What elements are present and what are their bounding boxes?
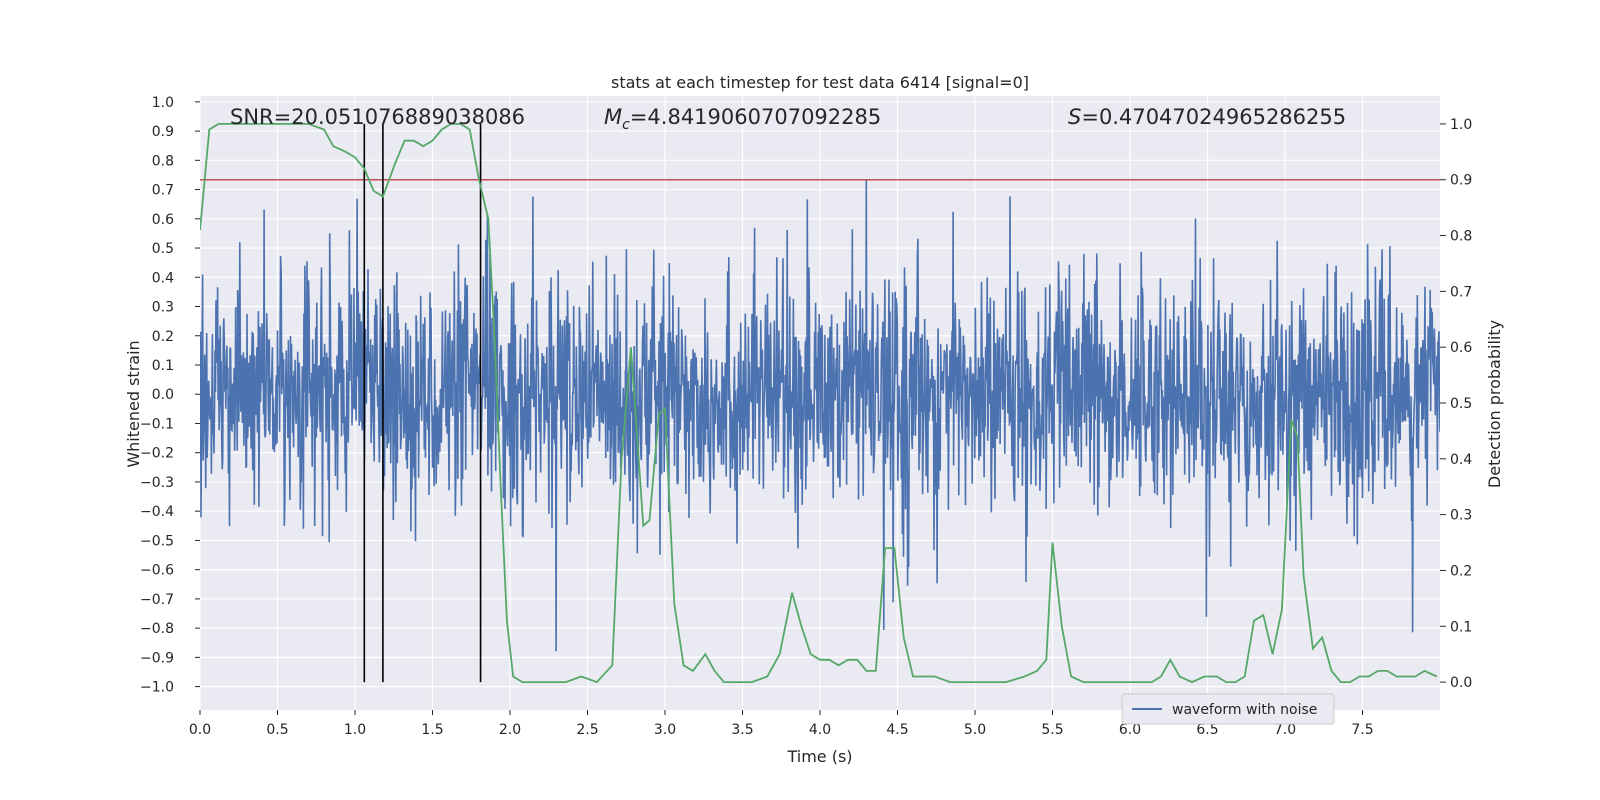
y-left-tick-label: −0.1 <box>140 416 174 432</box>
x-tick-label: 2.5 <box>576 722 598 738</box>
x-axis-label: Time (s) <box>786 747 852 766</box>
y-left-tick-label: −0.3 <box>140 475 174 491</box>
y-left-axis-ticks: −1.0 −0.9 −0.8 −0.7 −0.6 −0.5 −0.4 −0.3 −0.2 −0.1… <box>140 95 200 696</box>
y-right-tick-label: 0.9 <box>1450 173 1472 189</box>
x-tick-label: 2.0 <box>499 722 521 738</box>
y-left-tick-label: 0.9 <box>152 124 174 140</box>
y-left-axis-label: Whitened strain <box>124 340 143 467</box>
event-markers <box>363 123 482 683</box>
x-tick-label: 0.0 <box>189 722 211 738</box>
chirp-mass-subscript: c <box>622 117 630 133</box>
y-right-tick-label: 0.1 <box>1450 619 1472 635</box>
legend-box <box>1121 693 1335 725</box>
y-right-tick-label: 0.3 <box>1450 508 1472 524</box>
x-tick-label: 6.5 <box>1196 722 1218 738</box>
chirp-mass-annotation: Mc=4.8419060707092285 <box>604 105 881 133</box>
y-left-tick-label: −0.9 <box>140 650 174 666</box>
detection-probability-line <box>200 123 1438 684</box>
y-left-tick-label: 0.5 <box>152 241 174 257</box>
legend: waveform with noise <box>1121 693 1335 725</box>
y-left-tick-label: −0.6 <box>140 563 174 579</box>
waveform-series <box>200 179 1440 652</box>
y-left-tick-label: −0.2 <box>140 446 174 462</box>
y-right-axis-label: Detection probability <box>1485 320 1504 488</box>
y-left-tick-label: 0.0 <box>152 387 174 403</box>
y-right-tick-label: 0.4 <box>1450 452 1472 468</box>
y-left-tick-label: −0.8 <box>140 621 174 637</box>
y-left-tick-label: 0.7 <box>152 183 174 199</box>
x-tick-label: 5.0 <box>964 722 986 738</box>
x-tick-label: 3.5 <box>731 722 753 738</box>
chirp-mass-symbol: M <box>604 105 622 129</box>
x-tick-label: 7.0 <box>1274 722 1296 738</box>
y-right-tick-label: 0.0 <box>1450 675 1472 691</box>
y-left-tick-label: 0.4 <box>152 270 174 286</box>
x-tick-label: 4.5 <box>886 722 908 738</box>
y-left-tick-label: −0.7 <box>140 592 174 608</box>
y-left-tick-label: −1.0 <box>140 680 174 696</box>
x-tick-label: 1.0 <box>344 722 366 738</box>
x-tick-label: 5.5 <box>1041 722 1063 738</box>
y-left-tick-label: −0.5 <box>140 533 174 549</box>
x-tick-label: 1.5 <box>421 722 443 738</box>
y-right-tick-label: 0.8 <box>1450 229 1472 245</box>
y-left-tick-label: 0.8 <box>152 153 174 169</box>
y-left-tick-label: 0.3 <box>152 300 174 316</box>
y-right-tick-label: 0.5 <box>1450 396 1472 412</box>
y-left-tick-label: 0.6 <box>152 212 174 228</box>
y-left-tick-label: 1.0 <box>152 95 174 111</box>
s-value: =0.47047024965286255 <box>1081 105 1346 129</box>
legend-label-waveform: waveform with noise <box>1172 702 1317 718</box>
y-right-tick-label: 1.0 <box>1450 117 1472 133</box>
snr-annotation: SNR=20.051076889038086 <box>230 105 525 129</box>
chirp-mass-value: =4.8419060707092285 <box>630 105 881 129</box>
waveform-line <box>200 179 1440 652</box>
x-tick-label: 4.0 <box>809 722 831 738</box>
y-right-tick-label: 0.2 <box>1450 563 1472 579</box>
x-tick-label: 7.5 <box>1351 722 1373 738</box>
y-left-tick-label: 0.2 <box>152 329 174 345</box>
chart-title: stats at each timestep for test data 641… <box>611 73 1029 92</box>
x-tick-label: 3.0 <box>654 722 676 738</box>
y-left-tick-label: 0.1 <box>152 358 174 374</box>
y-left-tick-label: −0.4 <box>140 504 174 520</box>
x-tick-label: 0.5 <box>266 722 288 738</box>
s-symbol: S <box>1068 105 1081 129</box>
detection-probability-series <box>200 123 1438 684</box>
x-tick-label: 6.0 <box>1119 722 1141 738</box>
s-annotation: S=0.47047024965286255 <box>1068 105 1346 129</box>
y-right-tick-label: 0.6 <box>1450 340 1472 356</box>
y-right-tick-label: 0.7 <box>1450 284 1472 300</box>
x-axis-ticks: 0.0 0.5 1.0 1.5 2.0 2.5 3.0 3.5 4.0 4.5 5.0 5.5 6.0 6… <box>189 710 1374 738</box>
y-right-axis-ticks: 0.0 0.1 0.2 0.3 0.4 0.5 0.6 0.7 0.8 0.9 1.0 <box>1440 117 1472 691</box>
